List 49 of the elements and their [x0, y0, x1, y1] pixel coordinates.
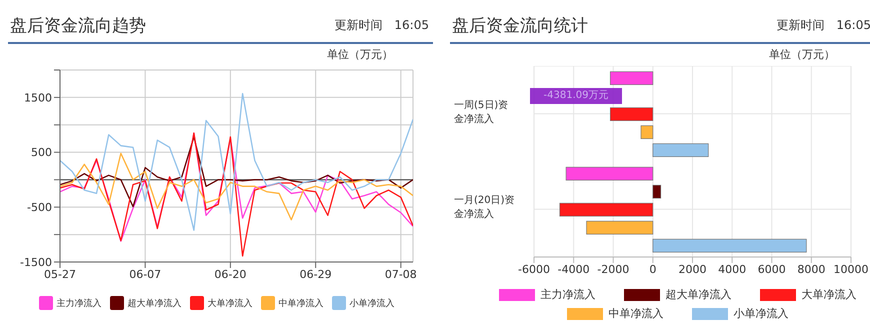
x-tick-label: -6000 — [518, 262, 550, 276]
x-tick-label: 06-07 — [129, 268, 162, 281]
legend-label: 超大单净流入 — [126, 298, 182, 310]
bar — [640, 125, 654, 140]
chart-subtitle: 更新时间 16:05 — [334, 16, 430, 34]
legend-label: 中单净流入 — [278, 298, 324, 310]
text: 单位（万元） — [326, 47, 394, 63]
legend-label: 主力净流入 — [56, 298, 102, 310]
legend-label: 超大单净流入 — [664, 287, 732, 302]
annotation: -4381.09万元 — [530, 88, 622, 104]
x-tick-label: -2000 — [597, 262, 630, 276]
line-series — [60, 92, 413, 231]
y-tick-label: 1500 — [24, 91, 52, 104]
x-tick-label: 07-08 — [384, 268, 417, 281]
x-tick-label: 06-20 — [214, 268, 246, 281]
y-tick-label: 500 — [31, 146, 52, 160]
bar — [586, 220, 654, 235]
bar — [566, 166, 654, 181]
x-tick-label: 4000 — [718, 262, 746, 276]
x-tick-label: -4000 — [558, 262, 590, 276]
x-tick-label: 2000 — [678, 262, 706, 276]
x-tick-label: 0 — [649, 262, 656, 276]
y-tick-label: 一周(5日)资金净流入 — [454, 98, 510, 127]
bar — [652, 238, 807, 253]
text: 单位（万元） — [768, 47, 836, 63]
x-tick-label: 06-29 — [300, 268, 332, 281]
legend-label: 小单净流入 — [348, 298, 394, 310]
bar — [610, 107, 654, 122]
legend-label: 大单净流入 — [206, 298, 252, 310]
x-tick-label: 6000 — [758, 262, 786, 276]
legend-label: 主力净流入 — [540, 287, 596, 302]
y-tick-label: 一月(20日)资金净流入 — [454, 194, 516, 222]
line-series — [60, 136, 413, 208]
bar — [559, 202, 654, 217]
chart-subtitle: 更新时间 16:05 — [776, 16, 870, 34]
legend-label: 中单净流入 — [608, 306, 664, 321]
bar — [652, 184, 662, 199]
legend-label: 小单净流入 — [732, 306, 788, 321]
chart-title: 盘后资金流向趋势 — [9, 14, 146, 36]
bar — [652, 143, 709, 158]
line-series — [60, 152, 413, 220]
bar — [610, 71, 654, 86]
x-tick-label: 10000 — [834, 262, 868, 276]
x-tick-label: 05-27 — [44, 268, 76, 281]
x-tick-label: 8000 — [797, 262, 826, 276]
legend-label: 大单净流入 — [800, 287, 856, 302]
y-tick-label: -500 — [27, 201, 52, 214]
chart-title: 盘后资金流向统计 — [451, 14, 588, 36]
y-tick-label: -1500 — [20, 256, 52, 269]
